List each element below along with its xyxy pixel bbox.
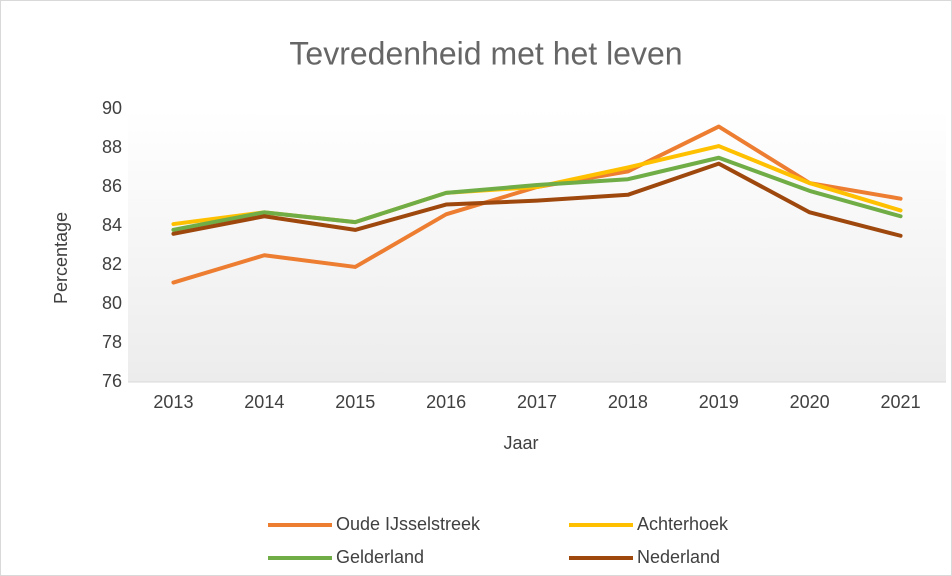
x-tick-label: 2015 [335, 392, 375, 412]
chart-title: Tevredenheid met het leven [289, 35, 682, 71]
y-tick-label: 76 [102, 371, 122, 391]
x-tick-label: 2021 [881, 392, 921, 412]
y-axis-label: Percentage [51, 212, 71, 304]
x-tick-label: 2013 [153, 392, 193, 412]
x-tick-label: 2014 [244, 392, 284, 412]
x-axis-label: Jaar [503, 433, 538, 453]
y-tick-label: 82 [102, 254, 122, 274]
series-line [171, 155, 903, 232]
y-tick-label: 80 [102, 293, 122, 313]
y-tick-label: 84 [102, 215, 122, 235]
y-tick-label: 90 [102, 98, 122, 118]
legend-label: Gelderland [336, 547, 424, 567]
x-tick-label: 2020 [790, 392, 830, 412]
x-tick-label: 2017 [517, 392, 557, 412]
x-tick-label: 2016 [426, 392, 466, 412]
y-tick-label: 86 [102, 176, 122, 196]
legend-label: Nederland [637, 547, 720, 567]
y-tick-label: 78 [102, 332, 122, 352]
legend-label: Achterhoek [637, 514, 729, 534]
legend-label: Oude IJsselstreek [336, 514, 481, 534]
x-tick-label: 2019 [699, 392, 739, 412]
x-tick-label: 2018 [608, 392, 648, 412]
series-line [171, 161, 903, 238]
y-tick-label: 88 [102, 137, 122, 157]
plot-area [128, 109, 946, 382]
